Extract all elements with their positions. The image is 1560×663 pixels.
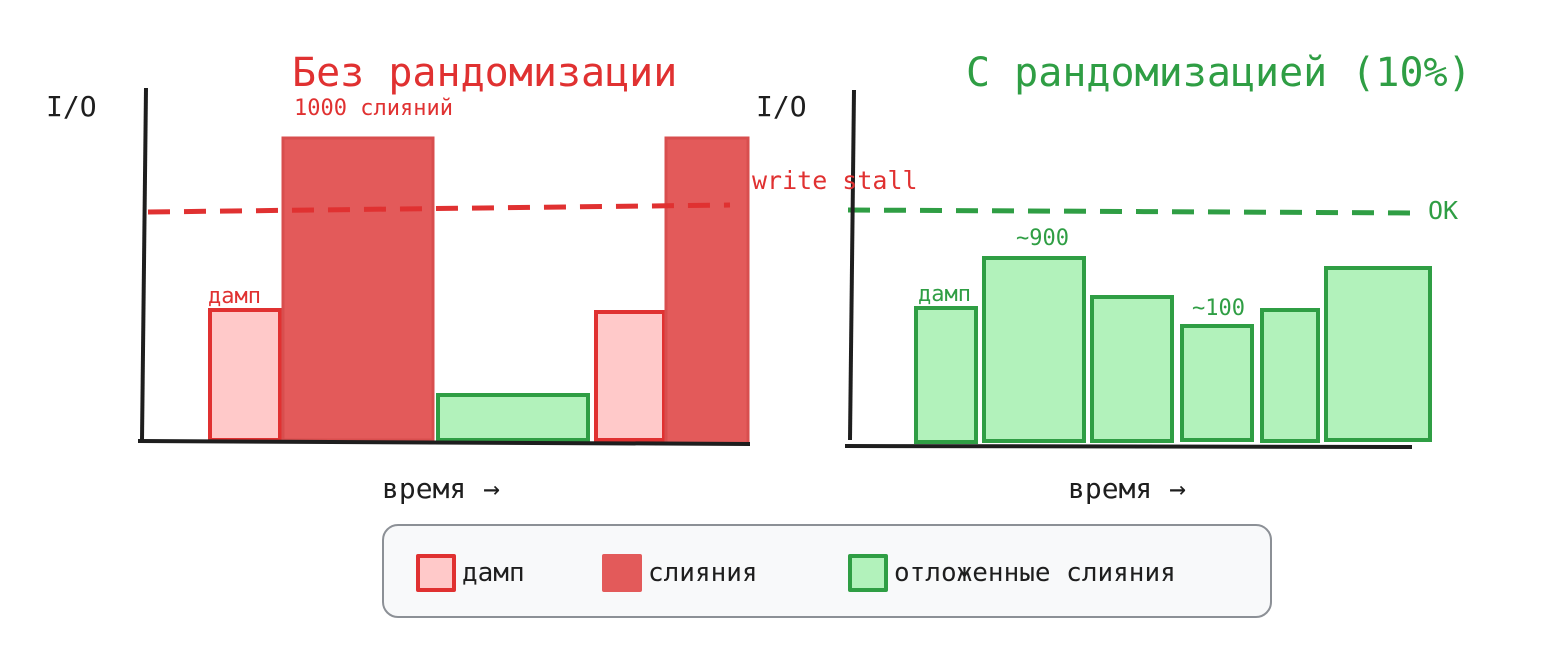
left-y-axis: [140, 87, 148, 441]
bar-merges-1: [281, 136, 435, 442]
left-x-label: время →: [382, 472, 501, 505]
right-y-label: I/O: [756, 90, 807, 123]
merges-swatch-icon: [602, 554, 642, 592]
left-chart: [137, 87, 751, 446]
bar-deferred-r1: [982, 256, 1086, 443]
right-dump-annotation: дамп: [918, 282, 971, 307]
deferred-swatch-icon: [848, 554, 888, 592]
bar-merges-2: [664, 136, 750, 446]
bar-deferred-r5: [1324, 266, 1432, 442]
legend-label-dump: дамп: [462, 558, 525, 588]
write-stall-line: [147, 202, 731, 215]
legend-label-deferred: отложенные слияния: [894, 558, 1176, 588]
right-chart: [844, 89, 1432, 449]
ok-label: OK: [1428, 196, 1459, 225]
bar-deferred-r2: [1090, 295, 1174, 443]
bar-dump-r: [914, 306, 978, 444]
legend-label-merges: слияния: [648, 558, 758, 588]
legend-item-merges: слияния: [602, 554, 758, 592]
left-dump-annotation: дамп: [208, 284, 261, 309]
left-x-axis: [137, 439, 751, 446]
legend: дамп слияния отложенные слияния: [382, 524, 1272, 618]
left-y-label: I/O: [46, 90, 97, 123]
legend-item-deferred: отложенные слияния: [848, 554, 1176, 592]
left-title: Без рандомизации: [292, 50, 678, 96]
right-title: С рандомизацией (10%): [966, 50, 1472, 96]
bar-deferred-r3: [1180, 324, 1254, 442]
bar-dump-1: [208, 308, 282, 442]
legend-item-dump: дамп: [416, 554, 525, 592]
right-x-label: время →: [1068, 472, 1187, 505]
write-stall-label: write stall: [752, 166, 918, 195]
annotation-100: ~100: [1192, 296, 1245, 321]
merges-annotation: 1000 слияний: [294, 96, 453, 121]
bar-deferred-1: [436, 393, 590, 442]
annotation-900: ~900: [1016, 226, 1069, 251]
bar-deferred-r4: [1260, 308, 1320, 443]
ok-line: [847, 207, 1413, 216]
right-x-axis: [844, 444, 1413, 449]
bar-dump-2: [594, 310, 666, 442]
dump-swatch-icon: [416, 554, 456, 592]
right-y-axis: [848, 89, 856, 441]
